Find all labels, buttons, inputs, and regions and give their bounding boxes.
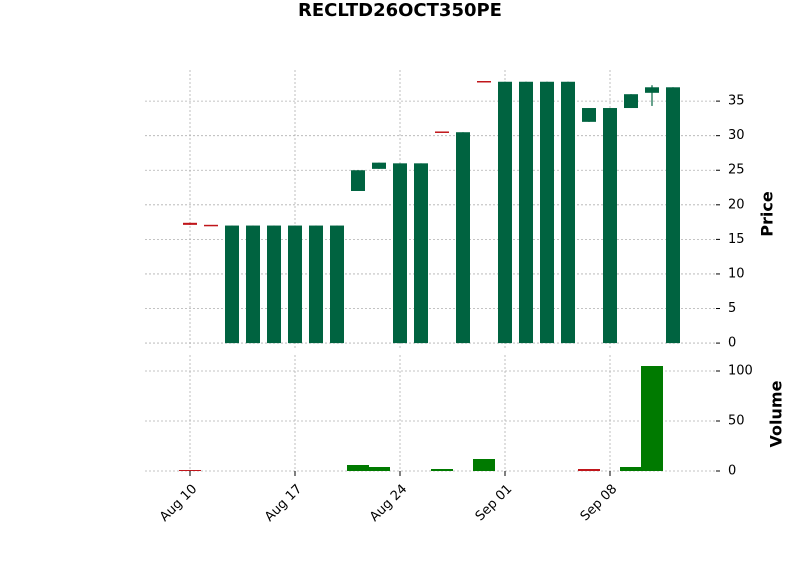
volume-bar [347, 465, 369, 471]
candle-body [666, 87, 680, 344]
x-tick-label: Sep 08 [578, 482, 621, 525]
candle-body [603, 108, 617, 344]
volume-bar [578, 469, 600, 471]
candle-body [183, 222, 197, 225]
x-tick-label: Aug 24 [367, 482, 410, 525]
y-tick-label: 15 [728, 232, 745, 247]
y-tick-label: 0 [728, 336, 736, 351]
candle-body [540, 81, 554, 344]
volume-bar [431, 469, 453, 471]
volume-bar [641, 366, 663, 471]
candle-body [330, 225, 344, 344]
candle-body [624, 94, 638, 109]
candle-body [582, 108, 596, 122]
y-tick-label: 30 [728, 128, 745, 143]
y-tick-label: 5 [728, 301, 736, 316]
y-tick-label: 35 [728, 94, 745, 109]
candle-body [645, 87, 659, 93]
y2-tick-label: 100 [728, 364, 753, 379]
candle-body [246, 225, 260, 344]
y2-tick-label: 50 [728, 414, 745, 429]
volume-bar [473, 459, 495, 471]
y-tick-label: 25 [728, 163, 745, 178]
candle-body [456, 132, 470, 344]
x-tick-label: Aug 10 [157, 482, 200, 525]
candle-body [477, 81, 491, 83]
volume-axis-label: Volume [767, 380, 786, 447]
candle-body [414, 163, 428, 344]
candle-body [498, 81, 512, 344]
volume-bar [179, 470, 201, 471]
y-tick-label: 10 [728, 266, 745, 281]
candle-body [393, 163, 407, 344]
candle-body [351, 170, 365, 191]
chart-title: RECLTD26OCT350PE [298, 0, 502, 21]
y-tick-label: 20 [728, 197, 745, 212]
y2-tick-label: 0 [728, 464, 736, 479]
candle-body [435, 131, 449, 133]
candle-body [225, 225, 239, 344]
candle-body [372, 162, 386, 169]
candle-body [561, 81, 575, 344]
candle-body [288, 225, 302, 344]
candle-body [519, 81, 533, 344]
volume-bar [368, 467, 390, 471]
y-axis-label: Price [758, 191, 777, 237]
candle-body [309, 225, 323, 344]
candle-body [204, 224, 218, 227]
x-tick-label: Sep 01 [473, 482, 516, 525]
candle-body [267, 225, 281, 344]
x-tick-label: Aug 17 [262, 482, 305, 525]
volume-bar [620, 467, 642, 471]
